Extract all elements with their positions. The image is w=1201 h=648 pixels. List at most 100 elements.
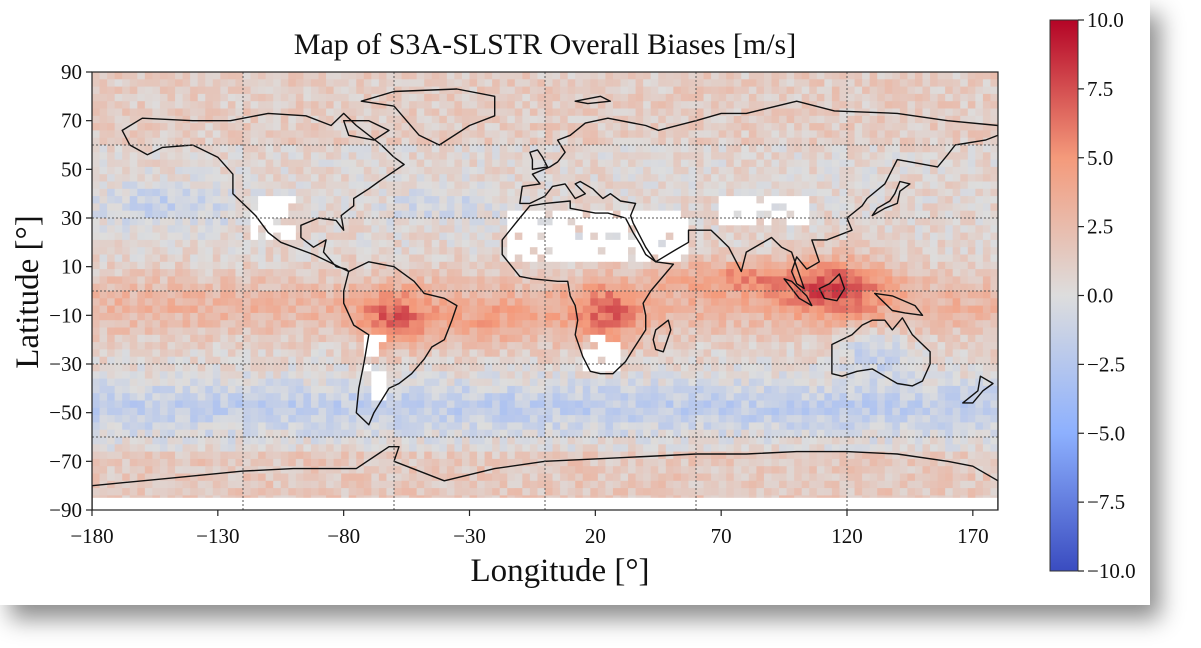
bias-cell	[756, 152, 765, 161]
bias-cell	[152, 320, 161, 329]
bias-cell	[273, 181, 282, 190]
bias-cell	[643, 203, 652, 212]
bias-cell	[469, 108, 478, 117]
bias-cell	[454, 232, 463, 241]
bias-cell	[310, 210, 320, 219]
bias-cell	[733, 349, 742, 358]
bias-cell	[711, 159, 720, 168]
bias-cell	[220, 210, 229, 219]
bias-cell	[899, 181, 908, 190]
bias-cell	[545, 305, 554, 314]
bias-cell	[129, 305, 138, 314]
bias-cell	[303, 276, 312, 285]
bias-cell	[748, 174, 757, 183]
bias-cell	[907, 276, 916, 285]
bias-cell	[529, 261, 539, 270]
bias-cell	[839, 108, 848, 117]
bias-cell	[341, 305, 350, 314]
bias-cell	[892, 72, 901, 80]
bias-cell	[930, 79, 939, 88]
bias-cell	[711, 188, 720, 197]
bias-cell	[990, 269, 998, 277]
bias-cell	[137, 181, 146, 190]
bias-cell	[167, 356, 176, 365]
bias-cell	[628, 320, 637, 329]
bias-cell	[794, 327, 803, 336]
bias-cell	[982, 210, 992, 219]
bias-cell	[779, 327, 788, 336]
bias-cell	[982, 196, 992, 204]
bias-cell	[356, 247, 365, 256]
bias-cell	[612, 283, 622, 292]
bias-cell	[303, 320, 312, 329]
bias-cell	[363, 188, 372, 197]
bias-cell	[960, 239, 969, 248]
bias-cell	[137, 261, 146, 270]
bias-cell	[288, 196, 297, 204]
bias-cell	[567, 334, 576, 343]
bias-cell	[137, 312, 146, 321]
bias-cell	[922, 269, 931, 277]
bias-cell	[869, 334, 878, 343]
bias-cell	[560, 196, 569, 204]
bias-cell	[243, 254, 252, 263]
bias-cell	[507, 196, 516, 204]
bias-cell	[273, 115, 282, 124]
bias-cell	[575, 261, 584, 270]
bias-cell	[167, 123, 176, 131]
bias-cell	[628, 349, 637, 358]
bias-cell	[197, 152, 206, 161]
bias-cell	[333, 305, 342, 314]
bias-cell	[326, 210, 335, 219]
bias-cell	[295, 247, 304, 256]
bias-cell	[733, 342, 742, 350]
bias-cell	[862, 342, 871, 350]
bias-cell	[182, 305, 191, 314]
bias-cell	[560, 145, 569, 153]
bias-cell	[416, 320, 425, 329]
bias-cell	[605, 349, 614, 358]
bias-cell	[499, 320, 508, 329]
bias-cell	[763, 247, 773, 256]
bias-cell	[197, 334, 206, 343]
bias-cell	[295, 130, 304, 139]
bias-cell	[854, 291, 863, 299]
bias-cell	[650, 356, 659, 365]
bias-cell	[748, 159, 757, 168]
bias-cell	[899, 79, 908, 88]
bias-cell	[348, 159, 357, 168]
bias-cell	[945, 101, 954, 110]
bias-cell	[552, 261, 561, 270]
bias-cell	[809, 145, 818, 153]
bias-cell	[492, 356, 501, 365]
bias-cell	[461, 291, 471, 299]
bias-cell	[378, 364, 388, 372]
bias-cell	[605, 305, 614, 314]
bias-cell	[295, 93, 304, 102]
bias-cell	[718, 349, 727, 358]
bias-cell	[507, 115, 516, 124]
bias-cell	[567, 86, 576, 95]
bias-cell	[771, 232, 780, 241]
bias-cell	[477, 334, 486, 343]
bias-cell	[386, 188, 395, 197]
bias-cell	[182, 291, 191, 299]
bias-cell	[763, 181, 773, 190]
bias-cell	[612, 181, 622, 190]
bias-cell	[477, 261, 486, 270]
bias-cell	[560, 269, 569, 277]
bias-cell	[960, 137, 969, 146]
bias-cell	[507, 291, 516, 299]
bias-cell	[394, 137, 403, 146]
bias-cell	[424, 130, 433, 139]
bias-cell	[394, 305, 403, 314]
bias-cell	[461, 239, 471, 248]
bias-cell	[477, 276, 486, 285]
bias-cell	[152, 181, 161, 190]
bias-cell	[461, 115, 471, 124]
bias-cell	[326, 320, 335, 329]
bias-cell	[137, 269, 146, 277]
bias-cell	[831, 312, 841, 321]
bias-cell	[718, 283, 727, 292]
bias-cell	[303, 334, 312, 343]
